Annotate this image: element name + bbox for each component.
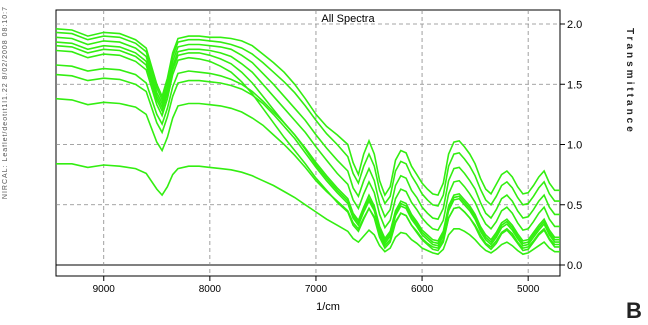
x-tick-label: 5000 xyxy=(517,284,540,295)
left-metadata-strip: NIRCAL: Leaflet/deotit1l1.22 8/02/2008 0… xyxy=(0,0,14,325)
x-tick-label: 7000 xyxy=(305,284,328,295)
panel-letter: B xyxy=(626,298,642,323)
y-tick-label: 0.5 xyxy=(567,200,582,212)
y-axis-label: Transmittance xyxy=(624,28,635,135)
y-tick-label: 2.0 xyxy=(567,19,582,31)
spectrum-line xyxy=(55,44,560,242)
x-tick-label: 9000 xyxy=(93,284,116,295)
x-axis-label: 1/cm xyxy=(316,301,340,313)
y-tick-label: 1.5 xyxy=(567,79,582,91)
series-group xyxy=(55,28,560,256)
spectrum-line xyxy=(55,64,560,245)
spectrum-line xyxy=(55,73,560,247)
spectrum-line xyxy=(55,28,560,197)
spectrum-line xyxy=(55,36,560,221)
x-tick-label: 6000 xyxy=(411,284,434,295)
spectrum-line xyxy=(55,31,560,207)
y-tick-label: 1.0 xyxy=(567,140,582,152)
spectrum-line xyxy=(56,163,560,256)
plot-frame xyxy=(55,9,561,277)
file-metadata-text: NIRCAL: Leaflet/deotit1l1.22 8/02/2008 0… xyxy=(2,6,9,200)
spectrum-line xyxy=(55,41,560,232)
spectrum-line xyxy=(55,97,560,250)
x-tick-label: 8000 xyxy=(199,284,222,295)
y-tick-label: 0.0 xyxy=(567,260,582,272)
chart-title: All Spectra xyxy=(321,13,375,25)
